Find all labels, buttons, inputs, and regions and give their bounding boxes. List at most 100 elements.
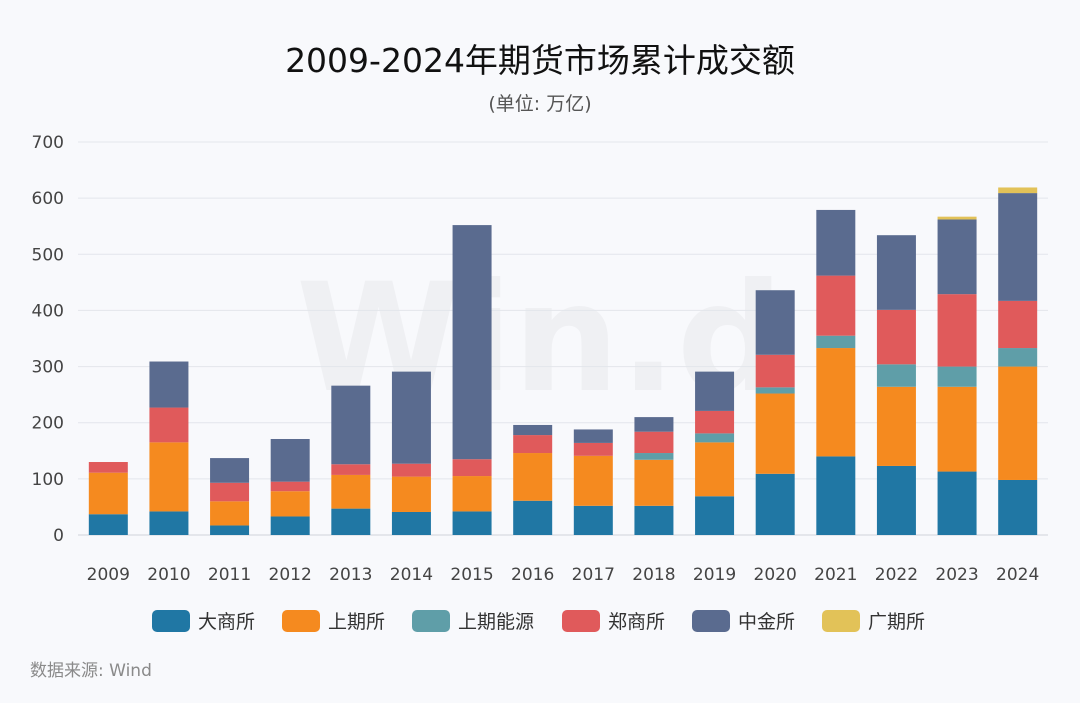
x-tick-label: 2015 bbox=[450, 565, 493, 585]
legend-swatch bbox=[412, 610, 450, 632]
bar-segment bbox=[513, 500, 553, 535]
bar-segment bbox=[452, 225, 492, 460]
x-tick-label: 2020 bbox=[754, 565, 797, 585]
bar-segment bbox=[149, 511, 189, 535]
legend-swatch bbox=[822, 610, 860, 632]
bar-segment bbox=[755, 290, 795, 355]
bar-segment bbox=[634, 453, 674, 460]
bar-segment bbox=[88, 462, 128, 473]
bar-segment bbox=[331, 474, 371, 509]
y-tick-label: 0 bbox=[53, 526, 64, 546]
bar-segment bbox=[88, 472, 128, 515]
bar-segment bbox=[210, 458, 250, 483]
source-note: 数据来源: Wind bbox=[30, 661, 152, 681]
bar-segment bbox=[634, 505, 674, 535]
bar-segment bbox=[513, 424, 553, 436]
bar-segment bbox=[876, 235, 916, 310]
chart-title: 2009-2024年期货市场累计成交额 bbox=[285, 41, 795, 80]
bar-segment bbox=[937, 366, 977, 387]
legend-swatch bbox=[562, 610, 600, 632]
bar-segment bbox=[149, 442, 189, 512]
legend-label: 上期所 bbox=[328, 611, 385, 633]
legend-swatch bbox=[692, 610, 730, 632]
bar-segment bbox=[513, 435, 553, 454]
bar-segment bbox=[755, 387, 795, 394]
bar-segment bbox=[88, 514, 128, 535]
x-tick-label: 2022 bbox=[875, 565, 918, 585]
bar-segment bbox=[998, 348, 1038, 367]
bar-segment bbox=[695, 433, 735, 443]
bar-segment bbox=[998, 479, 1038, 535]
legend-label: 中金所 bbox=[738, 611, 795, 633]
bar-segment bbox=[816, 209, 856, 276]
y-tick-label: 400 bbox=[32, 301, 64, 321]
x-axis: 2009 2010 2011 2012 2013 2014 2015 2016 2017 2018… bbox=[87, 565, 1040, 585]
legend-label: 上期能源 bbox=[458, 611, 534, 633]
x-tick-label: 2023 bbox=[935, 565, 978, 585]
bar-segment bbox=[573, 429, 613, 443]
bar-segment bbox=[331, 464, 371, 475]
bar-segment bbox=[149, 361, 189, 408]
bar-segment bbox=[391, 511, 431, 535]
y-tick-label: 500 bbox=[32, 245, 64, 265]
bar-segment bbox=[755, 473, 795, 535]
bar-segment bbox=[695, 496, 735, 535]
legend-label: 郑商所 bbox=[608, 611, 665, 633]
bar-segment bbox=[210, 501, 250, 526]
y-tick-label: 200 bbox=[32, 414, 64, 434]
bar-segment bbox=[876, 309, 916, 365]
x-tick-label: 2009 bbox=[87, 565, 130, 585]
bar-segment bbox=[816, 348, 856, 457]
bar-segment bbox=[270, 438, 310, 482]
bar-segment bbox=[149, 407, 189, 443]
x-tick-label: 2016 bbox=[511, 565, 554, 585]
x-tick-label: 2011 bbox=[208, 565, 251, 585]
bar-segment bbox=[816, 335, 856, 349]
x-tick-label: 2013 bbox=[329, 565, 372, 585]
bar-segment bbox=[573, 455, 613, 506]
bar-segment bbox=[816, 456, 856, 535]
bars bbox=[88, 187, 1038, 535]
bar-segment bbox=[695, 410, 735, 434]
y-tick-label: 300 bbox=[32, 358, 64, 378]
chart-subtitle: (单位: 万亿) bbox=[488, 93, 591, 115]
bar-segment bbox=[937, 386, 977, 472]
y-tick-label: 100 bbox=[32, 470, 64, 490]
bar-segment bbox=[937, 294, 977, 367]
bar-segment bbox=[634, 459, 674, 506]
x-tick-label: 2014 bbox=[390, 565, 433, 585]
y-tick-label: 600 bbox=[32, 189, 64, 209]
x-tick-label: 2018 bbox=[632, 565, 675, 585]
bar-segment bbox=[634, 417, 674, 432]
bar-segment bbox=[998, 366, 1038, 480]
bar-segment bbox=[452, 511, 492, 535]
bar-segment bbox=[755, 393, 795, 474]
bar-segment bbox=[210, 525, 250, 535]
bar-segment bbox=[998, 187, 1038, 194]
bar-segment bbox=[513, 453, 553, 501]
legend-label: 广期所 bbox=[868, 611, 925, 633]
bar-segment bbox=[695, 442, 735, 497]
x-tick-label: 2012 bbox=[269, 565, 312, 585]
x-tick-label: 2019 bbox=[693, 565, 736, 585]
legend-swatch bbox=[152, 610, 190, 632]
y-tick-label: 700 bbox=[32, 133, 64, 153]
x-tick-label: 2017 bbox=[572, 565, 615, 585]
bar-segment bbox=[270, 516, 310, 535]
bar-segment bbox=[937, 216, 977, 220]
x-tick-label: 2010 bbox=[147, 565, 190, 585]
bar-segment bbox=[573, 442, 613, 456]
bar-segment bbox=[331, 385, 371, 465]
bar-segment bbox=[876, 465, 916, 535]
y-axis: 0 100 200 300 400 500 600 700 bbox=[32, 133, 64, 546]
bar-segment bbox=[573, 505, 613, 535]
bar-segment bbox=[270, 481, 310, 492]
bar-segment bbox=[452, 476, 492, 512]
bar-segment bbox=[391, 371, 431, 464]
bar-segment bbox=[755, 354, 795, 388]
x-tick-label: 2021 bbox=[814, 565, 857, 585]
bar-segment bbox=[876, 364, 916, 387]
bar-segment bbox=[695, 371, 735, 411]
